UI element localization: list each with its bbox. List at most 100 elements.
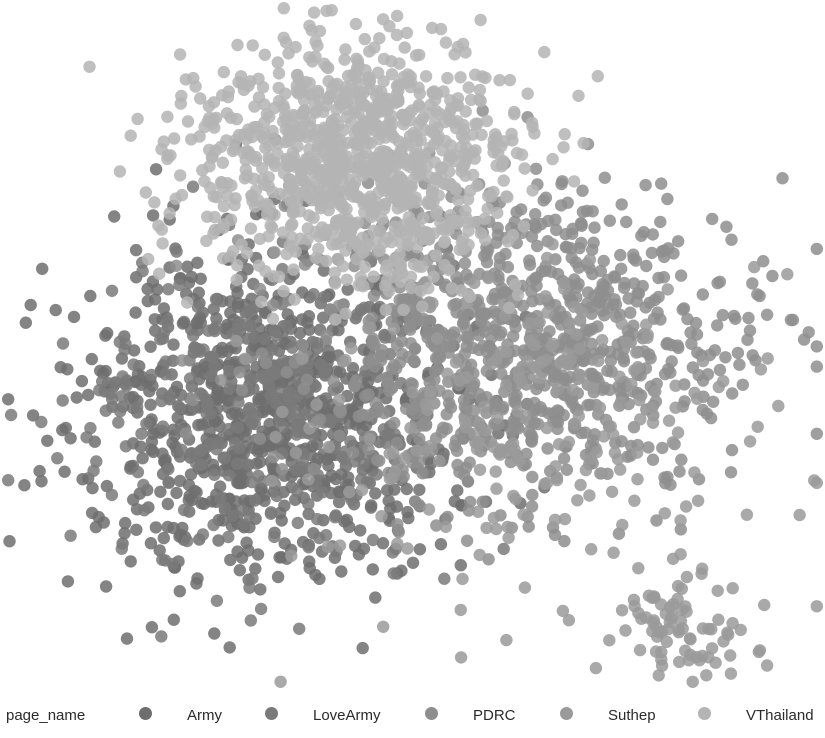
- point-suthep: [506, 437, 520, 450]
- point-army: [70, 391, 83, 404]
- point-vthailand: [370, 84, 384, 98]
- point-pdrc: [724, 466, 738, 479]
- point-army: [381, 484, 394, 497]
- point-vthailand: [490, 131, 503, 144]
- point-pdrc: [786, 313, 800, 327]
- point-lovearmy: [249, 410, 262, 423]
- point-pdrc: [412, 456, 426, 469]
- point-army: [159, 453, 172, 466]
- point-vthailand: [231, 259, 244, 272]
- point-pdrc: [535, 217, 548, 231]
- point-vthailand: [277, 31, 290, 44]
- point-pdrc: [603, 214, 616, 227]
- point-vthailand: [329, 277, 342, 290]
- point-suthep: [567, 300, 581, 313]
- point-army: [170, 486, 183, 500]
- point-vthailand: [216, 156, 229, 169]
- point-army: [251, 548, 265, 561]
- point-pdrc: [658, 471, 671, 484]
- point-suthep: [631, 473, 644, 486]
- point-vthailand: [528, 127, 541, 140]
- point-vthailand: [237, 147, 250, 160]
- point-lovearmy: [359, 364, 372, 378]
- point-army: [136, 452, 149, 465]
- point-vthailand: [419, 70, 433, 83]
- point-suthep: [430, 332, 444, 345]
- point-vthailand: [385, 109, 398, 123]
- point-pdrc: [458, 257, 472, 270]
- point-suthep: [655, 645, 668, 659]
- point-pdrc: [598, 381, 611, 394]
- point-vthailand: [231, 38, 244, 52]
- point-vthailand: [347, 179, 360, 192]
- point-army: [316, 311, 330, 324]
- point-suthep: [404, 421, 417, 435]
- point-vthailand: [139, 186, 152, 199]
- point-vthailand: [266, 312, 280, 325]
- point-pdrc: [507, 330, 520, 343]
- point-army: [413, 543, 427, 556]
- point-pdrc: [645, 246, 659, 260]
- point-pdrc: [652, 271, 665, 285]
- point-suthep: [647, 590, 661, 603]
- point-suthep: [607, 546, 620, 559]
- point-army: [322, 344, 335, 358]
- point-vthailand: [328, 162, 342, 175]
- point-army: [183, 489, 196, 503]
- point-pdrc: [550, 223, 563, 237]
- point-pdrc: [543, 325, 556, 338]
- point-vthailand: [349, 17, 363, 31]
- point-suthep: [646, 416, 660, 429]
- point-pdrc: [356, 408, 369, 421]
- point-army: [366, 563, 379, 576]
- point-vthailand: [405, 281, 418, 295]
- point-pdrc: [545, 265, 558, 278]
- point-pdrc: [560, 463, 574, 476]
- point-pdrc: [170, 259, 183, 272]
- point-vthailand: [350, 252, 363, 266]
- point-lovearmy: [344, 435, 357, 448]
- point-vthailand: [367, 207, 380, 220]
- point-pdrc: [615, 262, 628, 275]
- point-vthailand: [577, 136, 590, 150]
- point-suthep: [658, 507, 671, 520]
- point-vthailand: [515, 148, 529, 161]
- point-lovearmy: [35, 415, 48, 429]
- point-lovearmy: [205, 369, 218, 383]
- point-vthailand: [461, 148, 475, 162]
- point-vthailand: [309, 50, 322, 63]
- point-vthailand: [263, 110, 276, 124]
- point-army: [334, 485, 347, 499]
- point-vthailand: [459, 211, 473, 224]
- point-pdrc: [620, 215, 633, 229]
- point-vthailand: [287, 195, 300, 208]
- point-army: [216, 514, 230, 527]
- point-suthep: [310, 398, 323, 411]
- point-suthep: [567, 383, 580, 397]
- point-vthailand: [209, 144, 222, 157]
- point-lovearmy: [181, 534, 194, 548]
- point-suthep: [547, 337, 560, 351]
- point-army: [400, 482, 413, 496]
- point-lovearmy: [135, 427, 148, 440]
- point-suthep: [375, 510, 388, 523]
- point-pdrc: [463, 456, 476, 469]
- point-pdrc: [528, 396, 541, 410]
- point-vthailand: [322, 75, 335, 88]
- point-vthailand: [173, 48, 187, 61]
- point-lovearmy: [270, 489, 283, 503]
- point-army: [148, 313, 161, 326]
- point-suthep: [490, 482, 503, 495]
- point-pdrc: [573, 241, 586, 255]
- point-vthailand: [331, 252, 344, 266]
- point-suthep: [419, 398, 432, 411]
- point-pdrc: [460, 403, 473, 416]
- point-pdrc: [431, 362, 445, 376]
- point-army: [434, 538, 448, 551]
- point-vthailand: [521, 87, 534, 100]
- point-suthep: [614, 396, 628, 409]
- point-vthailand: [230, 112, 243, 126]
- point-army: [275, 514, 288, 527]
- point-lovearmy: [238, 518, 251, 531]
- point-vthailand: [174, 97, 187, 110]
